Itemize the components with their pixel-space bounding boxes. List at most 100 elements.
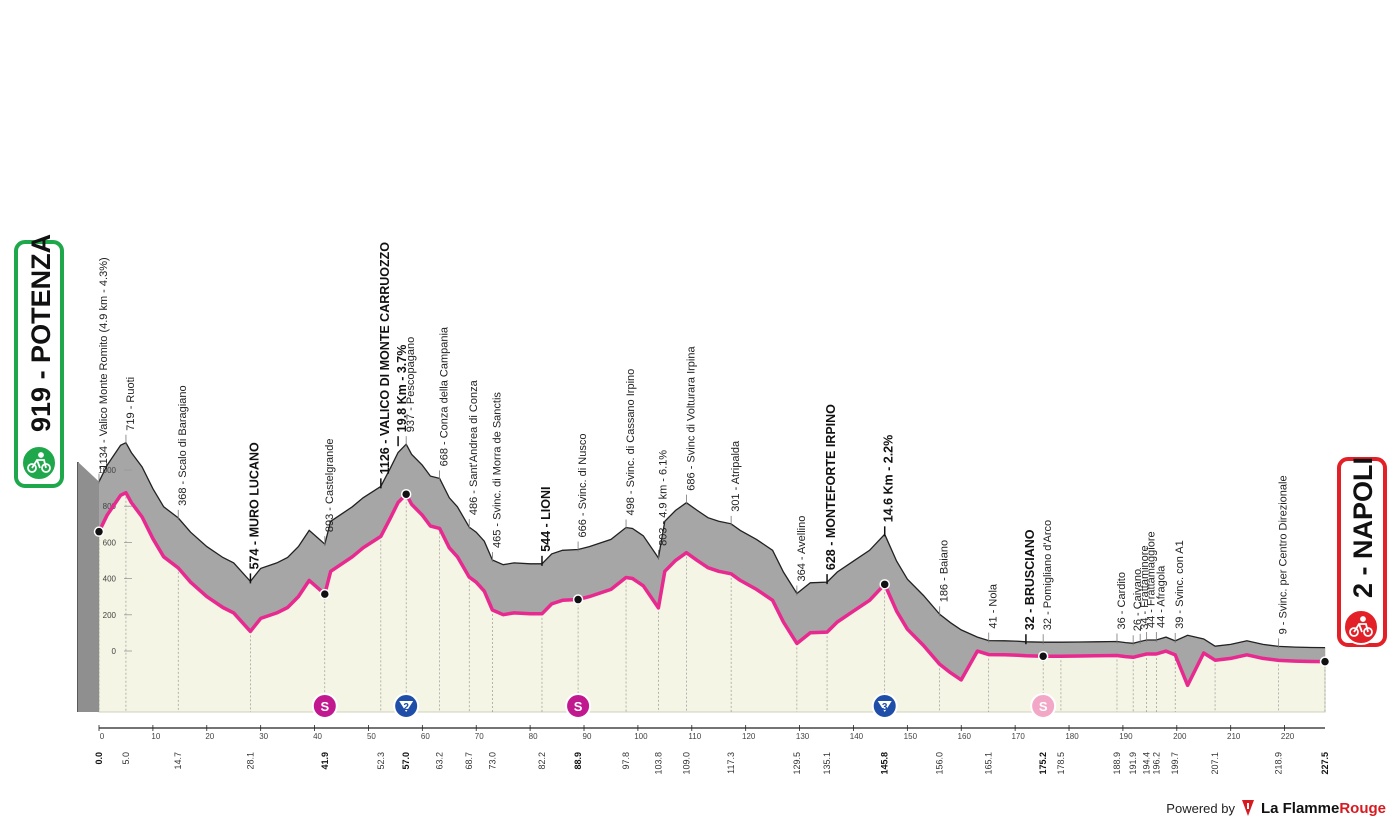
km-marker-label: 52.3 [376,752,386,770]
km-marker-label: 165.1 [984,752,994,775]
km-marker-label: 175.2 [1038,752,1048,775]
waypoint-label: 39 - Svinc. con A1 [1174,540,1186,629]
altitude-tick-label: 1000 [98,466,116,475]
waypoint-label: 498 - Svinc. di Cassano Irpino [625,369,637,516]
waypoint-label: 32 - Pomigliano d'Arco [1042,520,1054,630]
waypoint-label: 19.8 Km - 3.7% [395,345,409,433]
km-axis-label: 0 [100,732,105,741]
climb-category-label: 2 [403,702,409,713]
waypoint-labels: 1134 - Valico Monte Romito (4.9 km - 4.3… [98,242,1290,649]
start-badge: 919 - POTENZA [14,234,64,488]
waypoint-dot [1037,650,1049,662]
km-marker-label: 196.2 [1151,752,1161,775]
waypoint-label: 686 - Svinc di Volturara Irpina [685,346,697,491]
climb-triangle-icon [877,701,892,712]
km-marker-label: 14.7 [173,752,183,770]
waypoint-label: 32 - BRUSCIANO [1023,529,1037,630]
km-axis-label: 10 [151,732,160,741]
sprint-marker-label: S [574,699,583,714]
bicycle-icon [27,452,51,473]
km-axis-label: 40 [313,732,322,741]
waypoint-label: 44 - Frattamaggiore [1146,531,1158,628]
km-marker-label: 117.3 [726,752,736,774]
km-marker-label: 88.9 [573,752,583,770]
elevation-area [77,441,1326,713]
km-marker-label: 178.5 [1056,752,1066,775]
km-axis-label: 160 [958,732,972,741]
km-marker-label: 199.7 [1170,752,1180,775]
waypoint-label: 486 - Sant'Andrea di Conza [468,379,480,515]
km-axis-label: 220 [1281,732,1295,741]
altitude-tick-label: 800 [103,502,117,511]
km-marker-label: 28.1 [245,752,255,770]
waypoint-label: 1134 - Valico Monte Romito (4.9 km - 4.3… [98,257,110,469]
flamme-rouge-logo-icon [1241,800,1254,816]
waypoint-label: 41 - Nola [988,583,1000,629]
waypoint-label: 628 - MONTEFORTE IRPINO [824,404,838,570]
finish-label: 2 - NAPOLI [1348,457,1378,598]
start-label: 919 - POTENZA [26,234,56,432]
waypoint-dot [319,588,331,600]
altitude-tick-label: 0 [112,647,117,656]
waypoint-label: 668 - Conza della Campania [439,326,451,466]
km-axis-label: 210 [1227,732,1241,741]
km-marker-label: 97.8 [621,752,631,770]
waypoint-label: 301 - Atripalda [730,440,742,512]
start-wall-shade [78,462,99,712]
waypoint-label: 574 - MURO LUCANO [247,442,261,569]
km-axis-label: 100 [634,732,648,741]
waypoint-dot [400,488,412,500]
bicycle-icon [1349,616,1373,637]
waypoint-label: 44 - Afragola [1155,565,1167,628]
km-axis-label: 190 [1119,732,1133,741]
km-marker-label: 109.0 [681,752,691,775]
km-marker-label: 227.5 [1320,752,1330,775]
km-axis-label: 150 [904,732,918,741]
brand-name: La FlammeRouge [1260,799,1386,817]
sprint-marker [565,693,592,719]
km-marker-label: 145.8 [880,752,890,775]
km-axis-label: 80 [529,732,538,741]
km-marker-label: 57.0 [401,752,411,770]
waypoint-dot [572,594,584,605]
waypoint-label: 9 - Svinc. per Centro Direzionale [1278,475,1290,634]
waypoint-dot [93,526,105,537]
km-axis-label: 90 [583,732,592,741]
km-marker-label: 188.9 [1112,752,1122,775]
altitude-tick-label: 600 [103,538,117,547]
km-axis-label: 110 [688,732,701,741]
km-marker-label: 0.0 [94,752,104,765]
climb-triangle-icon [399,701,414,712]
waypoint-label: 937 - Pescopagano [405,337,417,432]
km-marker-label: 194.4 [1142,752,1152,775]
waypoint-label: 14.6 Km - 2.2% [882,435,896,523]
km-axis-label: 30 [259,732,268,741]
km-marker-label: 63.2 [435,752,445,770]
sprint-marker-label: S [1039,699,1048,714]
km-marker-label: 218.9 [1274,752,1284,775]
km-axis-label: 180 [1065,732,1079,741]
grid-lines: 0 200 400 600 800 1000 [98,466,1326,712]
waypoint-label: 1126 - VALICO DI MONTE CARRUOZZO [378,242,392,475]
km-marker-label: 156.0 [935,752,945,775]
km-marker-label: 82.2 [537,752,547,770]
km-marker-label: 73.0 [487,752,497,770]
route-path [97,490,1326,688]
waypoint-label: 803 - 4.9 km - 6.1% [657,450,669,546]
waypoint-label: 186 - Baiano [939,540,951,602]
km-marker-label: 207.1 [1210,752,1220,775]
waypoint-label: 364 - Avellino [796,516,808,582]
sprint-marker-label: S [320,699,329,714]
sprint-marker [311,693,338,719]
km-marker-label: 191.9 [1128,752,1138,775]
km-axis: 0 10 20 30 40 50 60 70 80 90 100 110 120 130 140 150 160… [94,725,1330,775]
powered-by-text: Powered by [1166,800,1235,816]
waypoint-label: 893 - Castelgrande [324,439,336,533]
km-marker-label: 68.7 [464,752,474,770]
km-axis-label: 50 [367,732,376,741]
altitude-tick-label: 400 [103,575,117,584]
km-axis-label: 170 [1011,732,1025,741]
km-marker-label: 5.0 [121,752,131,765]
waypoint-label: 666 - Svinc. di Nusco [577,434,589,538]
finish-badge: 2 - NAPOLI [1337,457,1387,647]
